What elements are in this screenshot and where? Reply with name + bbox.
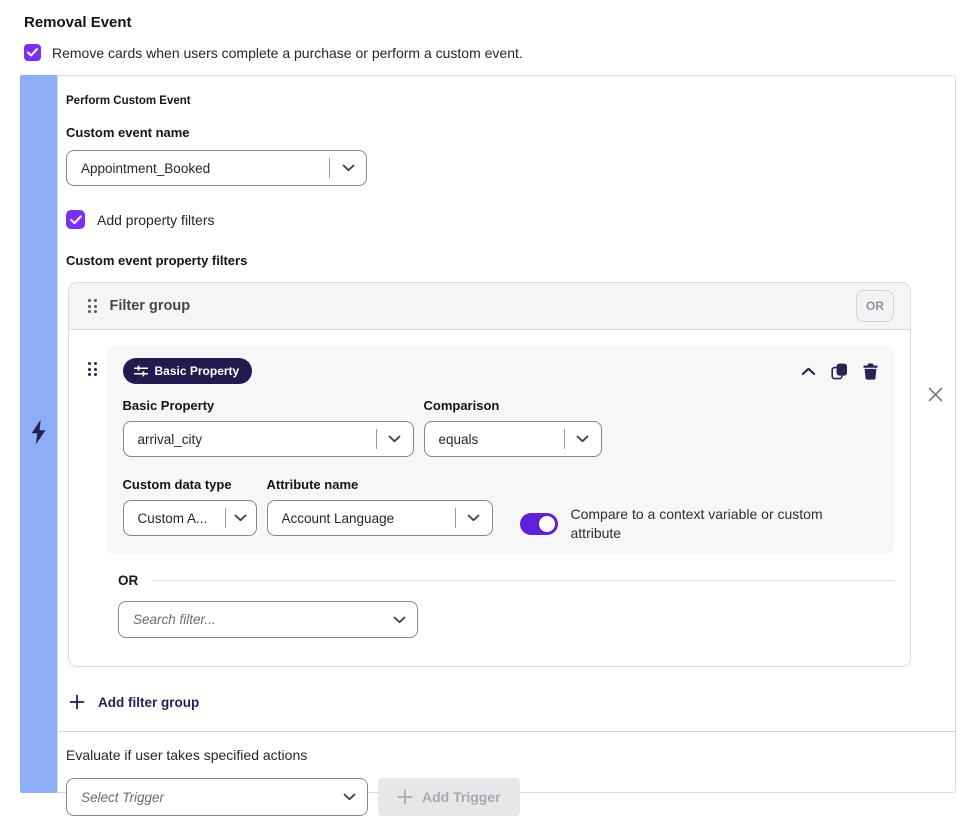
comparison-label: Comparison — [423, 398, 500, 413]
trash-icon[interactable] — [863, 363, 878, 380]
close-icon[interactable] — [927, 386, 944, 403]
basic-property-pill-label: Basic Property — [154, 364, 240, 378]
compare-context-toggle[interactable] — [519, 513, 558, 535]
select-divider — [454, 508, 456, 528]
evaluate-actions-label: Evaluate if user takes specified actions — [66, 747, 308, 763]
basic-property-label: Basic Property — [122, 398, 215, 413]
collapse-chevron-up-icon[interactable] — [801, 367, 816, 376]
trigger-section: Evaluate if user takes specified actions… — [66, 732, 947, 816]
removal-event-checkbox[interactable] — [24, 44, 41, 61]
comparison-value: equals — [438, 431, 479, 447]
custom-event-name-label: Custom event name — [66, 125, 190, 140]
duplicate-icon[interactable] — [831, 363, 848, 380]
removal-event-checkbox-row: Remove cards when users complete a purch… — [24, 44, 956, 61]
add-filter-group-button[interactable]: Add filter group — [69, 694, 947, 710]
filter-pill-row: Basic Property — [122, 358, 879, 384]
page: Removal Event Remove cards when users co… — [20, 14, 956, 816]
chevron-down-icon — [565, 435, 601, 443]
compare-toggle-row: Compare to a context variable or custom … — [519, 505, 851, 543]
trigger-row: Select Trigger Add Trigger — [66, 778, 947, 816]
filter-fields-row-2: Custom data type Custom A... — [122, 477, 879, 541]
select-divider — [563, 429, 565, 449]
comparison-select[interactable]: equals — [423, 421, 602, 457]
plus-icon — [397, 789, 413, 805]
basic-property-value: arrival_city — [137, 431, 203, 447]
add-property-filters-label: Add property filters — [97, 211, 215, 228]
attribute-name-field: Attribute name Account Language — [266, 477, 493, 536]
chevron-down-icon — [456, 514, 492, 522]
filter-actions — [801, 363, 878, 380]
removal-event-checkbox-label: Remove cards when users complete a purch… — [52, 44, 523, 61]
filter-row: Basic Property — [88, 346, 894, 554]
plus-icon — [69, 694, 85, 710]
removal-event-panel: Perform Custom Event Custom event name A… — [20, 75, 956, 816]
chevron-down-icon — [377, 435, 413, 443]
chevron-down-icon — [381, 616, 417, 624]
sliders-icon — [133, 365, 148, 377]
section-divider — [58, 731, 955, 732]
custom-data-type-label: Custom data type — [122, 477, 232, 492]
compare-toggle-label: Compare to a context variable or custom … — [570, 506, 823, 541]
select-divider — [329, 158, 330, 178]
filter-group-header: Filter group OR — [69, 283, 910, 330]
or-divider-label: OR — [118, 573, 139, 588]
toggle-knob — [538, 516, 555, 532]
section-title: Perform Custom Event — [66, 95, 191, 107]
search-filter-select[interactable]: Search filter... — [118, 601, 418, 638]
basic-property-field: Basic Property arrival_city — [122, 398, 414, 457]
search-filter-placeholder: Search filter... — [133, 612, 216, 627]
drag-handle-icon[interactable] — [88, 362, 97, 376]
check-icon — [27, 48, 38, 57]
filter-condition-card: Basic Property — [106, 346, 894, 554]
attribute-name-label: Attribute name — [266, 477, 359, 492]
filter-group-body: Basic Property — [69, 330, 910, 666]
attribute-name-value: Account Language — [281, 510, 395, 526]
event-type-rail — [20, 75, 57, 793]
add-filter-group-label: Add filter group — [98, 694, 200, 710]
add-trigger-button[interactable]: Add Trigger — [378, 778, 520, 816]
chevron-down-icon — [331, 793, 367, 801]
filter-fields-row-1: Basic Property arrival_city — [122, 398, 879, 457]
select-trigger-placeholder: Select Trigger — [81, 789, 165, 805]
custom-event-property-filters-label: Custom event property filters — [66, 253, 248, 268]
custom-event-name-value: Appointment_Booked — [81, 160, 211, 176]
or-divider-row: OR — [118, 573, 894, 588]
custom-data-type-select[interactable]: Custom A... — [122, 500, 257, 536]
drag-handle-icon[interactable] — [88, 299, 97, 313]
add-property-filters-row: Add property filters — [66, 210, 947, 229]
basic-property-pill: Basic Property — [122, 358, 253, 384]
panel-main: Perform Custom Event Custom event name A… — [57, 75, 956, 816]
filter-group-or-badge[interactable]: OR — [856, 290, 894, 322]
page-title: Removal Event — [24, 14, 132, 31]
select-trigger-dropdown[interactable]: Select Trigger — [66, 778, 368, 816]
filter-group-title: Filter group — [109, 298, 191, 314]
attribute-name-select[interactable]: Account Language — [266, 500, 493, 536]
chevron-down-icon — [226, 514, 256, 522]
select-divider — [375, 429, 377, 449]
comparison-field: Comparison equals — [423, 398, 602, 457]
select-divider — [224, 508, 226, 528]
lightning-icon — [29, 419, 48, 450]
custom-data-type-value: Custom A... — [137, 510, 208, 526]
filter-group-card: Filter group OR — [68, 282, 911, 667]
add-property-filters-checkbox[interactable] — [66, 210, 85, 229]
check-icon — [69, 214, 82, 225]
custom-event-name-select[interactable]: Appointment_Booked — [66, 150, 367, 186]
chevron-down-icon — [330, 164, 366, 172]
or-divider-line — [152, 580, 894, 581]
basic-property-select[interactable]: arrival_city — [122, 421, 414, 457]
custom-data-type-field: Custom data type Custom A... — [122, 477, 257, 536]
add-trigger-label: Add Trigger — [422, 789, 501, 805]
